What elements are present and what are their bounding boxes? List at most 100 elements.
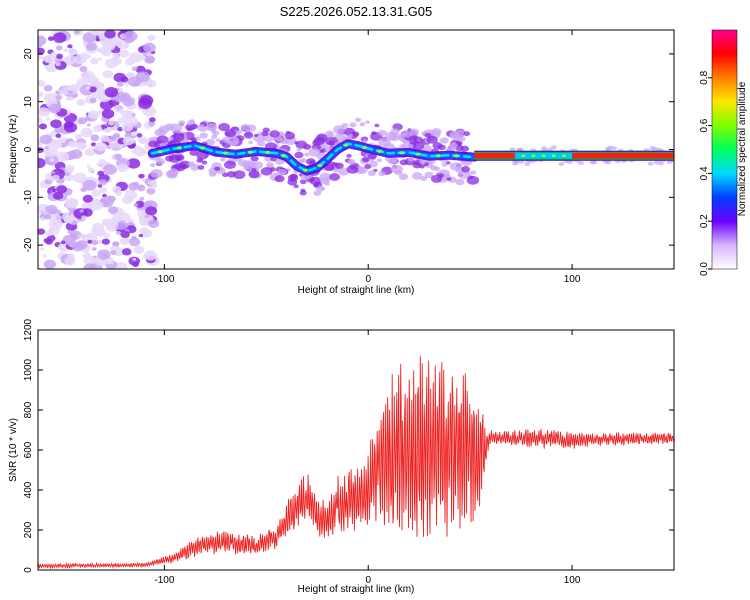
signal-halo-blob xyxy=(316,185,325,192)
snr-y-tick-label: 600 xyxy=(23,441,34,458)
signal-halo-blob xyxy=(355,117,362,123)
noise-blob xyxy=(80,187,87,193)
signal-halo-blob xyxy=(334,162,344,169)
noise-blob xyxy=(102,70,114,79)
signal-halo-blob xyxy=(168,136,174,141)
signal-hotspot xyxy=(247,150,253,154)
noise-blob xyxy=(137,184,146,192)
noise-blob xyxy=(123,30,138,42)
band-hotspot xyxy=(541,154,546,158)
signal-halo-blob xyxy=(411,172,423,180)
noise-blob xyxy=(143,253,150,259)
noise-blob xyxy=(111,56,119,62)
noise-blob xyxy=(90,134,100,142)
signal-halo-blob xyxy=(371,131,377,135)
noise-blob xyxy=(92,247,97,251)
noise-blob xyxy=(102,253,107,257)
noise-blob xyxy=(67,253,75,260)
noise-blob xyxy=(86,123,91,127)
noise-blob xyxy=(138,216,148,223)
snr-y-tick-label: 400 xyxy=(23,481,34,498)
noise-blob xyxy=(147,219,160,229)
colorbar-tick-label: 0.2 xyxy=(699,214,710,228)
signal-halo-blob xyxy=(269,130,280,138)
noise-blob xyxy=(131,66,138,71)
band-hotspot xyxy=(561,154,566,158)
spectrogram-y-tick-label: 0 xyxy=(23,146,34,152)
noise-blob xyxy=(143,42,156,53)
noise-blob xyxy=(74,133,83,140)
noise-blob xyxy=(81,215,87,220)
snr-series-line xyxy=(38,355,674,570)
signal-hotspot xyxy=(317,163,323,168)
noise-blob xyxy=(64,121,74,129)
signal-halo-blob xyxy=(419,159,427,165)
noise-blob xyxy=(43,259,56,269)
noise-blob xyxy=(87,110,100,120)
noise-blob xyxy=(109,135,118,141)
noise-blob xyxy=(112,52,119,58)
noise-blob xyxy=(84,147,96,157)
signal-halo-blob xyxy=(251,167,257,172)
noise-blob xyxy=(147,34,156,41)
noise-blob xyxy=(98,49,103,53)
noise-blob xyxy=(67,44,73,49)
noise-blob xyxy=(102,164,117,175)
signal-halo-blob xyxy=(446,161,451,165)
band-halo-blob xyxy=(657,161,664,166)
signal-halo-blob xyxy=(257,140,266,147)
signal-halo-blob xyxy=(376,158,382,163)
noise-blob xyxy=(49,208,57,215)
noise-blob xyxy=(91,240,99,246)
noise-blob xyxy=(120,230,130,239)
signal-hotspot xyxy=(361,145,368,150)
noise-blob xyxy=(90,57,99,65)
noise-blob xyxy=(64,54,77,65)
noise-blob xyxy=(89,97,97,104)
signal-halo-blob xyxy=(285,130,291,135)
noise-blob xyxy=(83,263,97,269)
signal-halo-blob xyxy=(369,160,379,168)
noise-blob xyxy=(112,185,122,193)
noise-blob xyxy=(71,220,78,225)
noise-blob xyxy=(44,150,51,155)
signal-halo-blob xyxy=(260,167,273,176)
signal-halo-blob xyxy=(389,132,401,142)
noise-blob xyxy=(128,256,141,266)
noise-blob xyxy=(98,57,103,61)
noise-blob xyxy=(52,191,64,200)
noise-blob xyxy=(84,130,90,134)
noise-blob xyxy=(82,179,97,191)
noise-blob xyxy=(99,99,114,111)
snr-x-tick-label: -100 xyxy=(154,575,174,586)
signal-halo-blob xyxy=(390,164,403,174)
signal-halo-blob xyxy=(299,190,307,196)
noise-blob xyxy=(44,230,53,237)
signal-halo-blob xyxy=(409,138,418,145)
signal-halo-blob xyxy=(243,131,254,139)
signal-halo-blob xyxy=(469,170,477,175)
noise-blob xyxy=(52,32,67,43)
signal-halo-blob xyxy=(359,122,366,127)
spectrogram-x-tick-label: 100 xyxy=(564,274,581,285)
noise-blob xyxy=(115,262,128,269)
noise-blob xyxy=(85,42,97,51)
signal-halo-blob xyxy=(250,155,259,162)
noise-blob xyxy=(107,206,118,215)
signal-halo-blob xyxy=(148,140,159,148)
noise-blob xyxy=(131,113,136,117)
noise-blob xyxy=(114,153,123,160)
signal-halo-blob xyxy=(218,122,230,132)
signal-halo-blob xyxy=(349,122,357,128)
band-halo-blob xyxy=(577,161,584,166)
noise-blob xyxy=(128,237,141,247)
signal-halo-blob xyxy=(158,131,164,135)
signal-halo-blob xyxy=(374,123,380,128)
noise-blob xyxy=(139,94,154,106)
signal-hotspot xyxy=(222,151,229,155)
noise-blob xyxy=(47,234,56,242)
noise-blob xyxy=(139,196,145,201)
noise-blob xyxy=(134,147,147,157)
